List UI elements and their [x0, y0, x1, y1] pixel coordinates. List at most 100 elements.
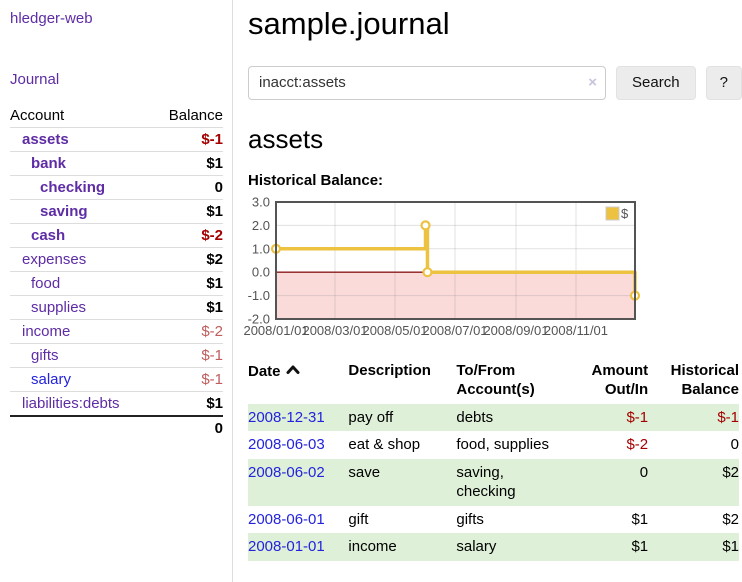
- chart-canvas[interactable]: $3.0 2.0 1.0 0.0 -1.0 -2.02008/01/012008/03/0…: [243, 194, 742, 341]
- account-balance: $1: [152, 151, 223, 176]
- transaction-description: pay off: [348, 408, 394, 426]
- account-link[interactable]: assets: [22, 131, 69, 148]
- search-button[interactable]: Search: [616, 65, 696, 100]
- account-link[interactable]: supplies: [31, 299, 87, 316]
- account-balance: $-2: [152, 319, 223, 344]
- main-content: sample.journal × Search ? assets Histori…: [243, 0, 742, 561]
- chart-label: Historical Balance:: [248, 171, 384, 189]
- svg-text:2008/11/01: 2008/11/01: [544, 323, 608, 338]
- transaction-amount: $-2: [626, 436, 649, 454]
- account-row: salary $-1: [10, 367, 223, 392]
- help-button[interactable]: ?: [705, 65, 742, 100]
- account-row: food $1: [10, 271, 223, 296]
- transaction-amount: $1: [631, 510, 649, 528]
- svg-text:-2.0: -2.0: [248, 311, 270, 326]
- account-link[interactable]: gifts: [31, 347, 59, 364]
- transaction-balance: $2: [722, 510, 739, 528]
- transaction-amount: 0: [639, 463, 649, 481]
- account-link[interactable]: bank: [31, 155, 67, 172]
- transaction-balance: 0: [730, 436, 739, 454]
- register-row: 2008-01-01 income salary $1 $1: [248, 533, 739, 561]
- svg-text:0.0: 0.0: [252, 264, 270, 279]
- account-link[interactable]: liabilities:debts: [22, 395, 120, 412]
- balance-chart[interactable]: $3.0 2.0 1.0 0.0 -1.0 -2.0 2008/01/01 2008/03/0…: [243, 194, 742, 341]
- account-row: cash $-2: [10, 223, 223, 248]
- account-balance: $-1: [152, 367, 223, 392]
- register-header-description: Description: [348, 361, 431, 379]
- account-balance: $1: [152, 391, 223, 417]
- sidebar: hledger-web Journal Account Balance asse…: [0, 0, 233, 582]
- account-row: bank $1: [10, 151, 223, 176]
- account-link[interactable]: expenses: [22, 251, 87, 268]
- transaction-accounts: food, supplies: [456, 436, 549, 454]
- transaction-description: gift: [348, 510, 369, 528]
- transaction-description: eat & shop: [348, 436, 421, 454]
- sort-ascending-icon: [286, 361, 300, 381]
- account-link[interactable]: salary: [31, 371, 72, 388]
- account-link[interactable]: saving: [40, 203, 88, 220]
- svg-text:3.0: 3.0: [252, 194, 270, 209]
- svg-text:2008/07/01: 2008/07/01: [422, 323, 487, 338]
- svg-text:2008/09/01: 2008/09/01: [483, 323, 548, 338]
- account-heading: assets: [248, 123, 324, 154]
- account-link[interactable]: cash: [31, 227, 66, 244]
- transaction-accounts: debts: [456, 408, 494, 426]
- account-balance: 0: [152, 175, 223, 200]
- transaction-balance: $1: [722, 538, 739, 556]
- transaction-accounts: salary: [456, 538, 497, 556]
- transaction-amount: $1: [631, 538, 649, 556]
- svg-text:2008/03/01: 2008/03/01: [302, 323, 367, 338]
- svg-text:2008/05/01: 2008/05/01: [362, 323, 427, 338]
- account-balance: $-1: [152, 127, 223, 152]
- account-row: supplies $1: [10, 295, 223, 320]
- register-row: 2008-06-03 eat & shop food, supplies $-2 0: [248, 431, 739, 459]
- transaction-accounts: saving, checking: [456, 463, 516, 501]
- account-balance: $1: [152, 271, 223, 296]
- transaction-balance: $2: [722, 463, 739, 481]
- nav-journal-link[interactable]: Journal: [10, 71, 60, 88]
- accounts-total-row: 0: [10, 415, 223, 440]
- svg-text:2.0: 2.0: [252, 218, 270, 233]
- account-balance: $-1: [152, 343, 223, 368]
- account-row: income $-2: [10, 319, 223, 344]
- account-balance: $2: [152, 247, 223, 272]
- transaction-date-link[interactable]: 2008-12-31: [248, 408, 325, 426]
- account-row: expenses $2: [10, 247, 223, 272]
- svg-text:-1.0: -1.0: [248, 288, 270, 303]
- account-balance: $-2: [152, 223, 223, 248]
- accounts-total-balance: 0: [152, 415, 223, 440]
- register-row: 2008-06-01 gift gifts $1 $2: [248, 506, 739, 534]
- transaction-date-link[interactable]: 2008-01-01: [248, 538, 325, 556]
- accounts-header-balance: Balance: [152, 104, 223, 128]
- search-input[interactable]: [248, 65, 607, 100]
- account-link[interactable]: income: [22, 323, 71, 340]
- account-link[interactable]: checking: [40, 179, 106, 196]
- register-row: 2008-12-31 pay off debts $-1 $-1: [248, 403, 739, 432]
- search-form: × Search ?: [248, 65, 742, 100]
- register-header-accounts: To/From Account(s): [456, 361, 535, 399]
- svg-text:2008/01/01: 2008/01/01: [243, 323, 308, 338]
- transaction-date-link[interactable]: 2008-06-02: [248, 463, 325, 481]
- transaction-accounts: gifts: [456, 510, 484, 528]
- account-row: gifts $-1: [10, 343, 223, 368]
- account-row: assets $-1: [10, 127, 223, 152]
- transaction-date-link[interactable]: 2008-06-03: [248, 436, 325, 454]
- transaction-balance: $-1: [717, 408, 739, 426]
- svg-text:1.0: 1.0: [252, 241, 270, 256]
- register-table: Date Description To/From Account(s) Amou…: [248, 359, 739, 561]
- transaction-amount: $-1: [626, 408, 649, 426]
- register-header-balance: Historical Balance: [670, 361, 739, 399]
- clear-search-icon[interactable]: ×: [588, 73, 598, 91]
- account-link[interactable]: food: [31, 275, 61, 292]
- transaction-description: income: [348, 538, 397, 556]
- account-row: checking 0: [10, 175, 223, 200]
- register-header-amount: Amount Out/In: [591, 361, 649, 399]
- account-balance: $1: [152, 199, 223, 224]
- brand-link[interactable]: hledger-web: [10, 10, 93, 27]
- transaction-date-link[interactable]: 2008-06-01: [248, 510, 325, 528]
- svg-text:$: $: [621, 206, 629, 221]
- account-balance: $1: [152, 295, 223, 320]
- account-row: saving $1: [10, 199, 223, 224]
- register-header-date[interactable]: Date: [248, 359, 348, 404]
- account-row: liabilities:debts $1: [10, 391, 223, 417]
